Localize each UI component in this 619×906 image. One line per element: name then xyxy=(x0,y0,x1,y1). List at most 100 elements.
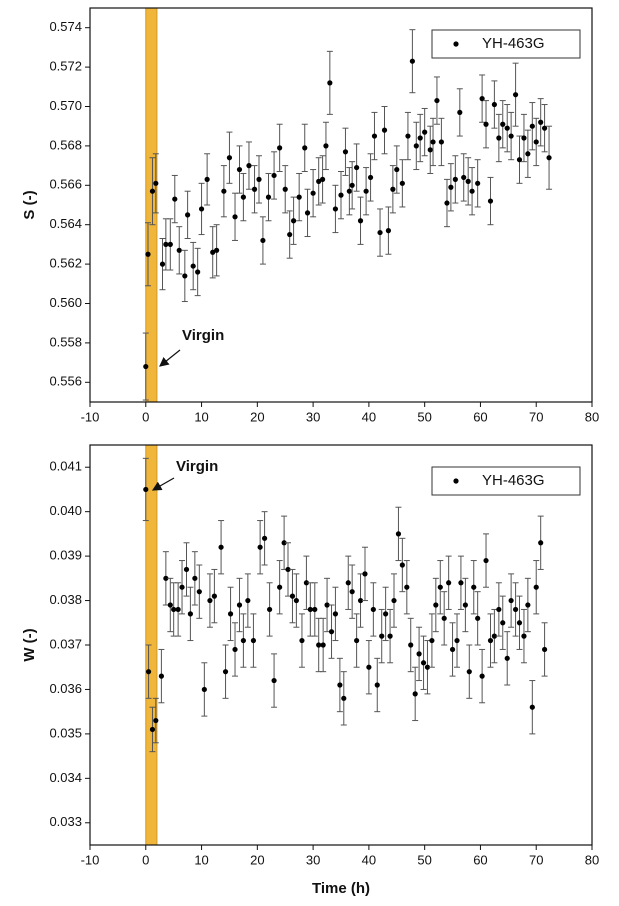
data-point xyxy=(533,139,539,145)
data-point xyxy=(271,677,277,684)
highlight-band xyxy=(145,7,158,403)
data-point xyxy=(198,206,205,212)
data-point xyxy=(461,174,467,181)
data-point xyxy=(227,611,234,617)
data-point xyxy=(479,673,485,679)
data-point xyxy=(377,229,383,236)
data-point xyxy=(192,575,198,581)
data-point xyxy=(491,101,497,108)
y-tick-label: 0.566 xyxy=(49,177,82,192)
data-point xyxy=(457,109,463,116)
x-tick-label: 20 xyxy=(250,409,264,424)
data-point xyxy=(541,125,548,131)
x-tick-label: -10 xyxy=(81,409,100,424)
data-point xyxy=(163,575,169,581)
y-tick-label: 0.568 xyxy=(49,137,82,152)
data-point xyxy=(512,606,519,613)
data-point xyxy=(289,593,296,599)
data-point xyxy=(504,125,510,131)
data-point xyxy=(504,655,510,661)
data-point xyxy=(182,273,188,279)
data-point xyxy=(316,178,322,184)
data-point xyxy=(357,597,364,604)
y-tick-label: 0.558 xyxy=(49,334,82,349)
data-point xyxy=(483,557,489,564)
data-point xyxy=(287,231,293,238)
x-tick-label: 30 xyxy=(306,409,320,424)
data-point xyxy=(444,200,450,206)
annotation-arrow xyxy=(159,349,181,367)
data-point xyxy=(277,584,283,590)
data-point xyxy=(307,606,313,613)
data-point xyxy=(437,584,443,590)
data-point xyxy=(508,133,514,139)
data-point xyxy=(185,212,191,218)
data-point xyxy=(449,646,456,653)
y-tick-label: 0.564 xyxy=(49,216,82,231)
data-point xyxy=(422,129,428,135)
x-axis-title: Time (h) xyxy=(312,880,370,897)
data-point xyxy=(363,188,369,194)
data-point xyxy=(395,531,402,537)
data-point xyxy=(420,660,427,666)
data-point xyxy=(195,269,201,275)
data-point xyxy=(183,566,190,573)
data-point xyxy=(454,637,460,644)
data-point xyxy=(328,629,335,635)
y-axis-title: W (-) xyxy=(21,628,38,661)
x-tick-label: 0 xyxy=(142,852,149,867)
data-point xyxy=(346,188,352,194)
x-tick-label: 80 xyxy=(585,409,599,424)
data-point xyxy=(149,726,156,733)
x-tick-label: 50 xyxy=(417,409,431,424)
annotation-arrow xyxy=(151,477,175,491)
x-tick-label: 40 xyxy=(362,852,376,867)
legend-label: YH-463G xyxy=(482,35,545,52)
data-point xyxy=(316,642,322,648)
data-point xyxy=(236,602,243,608)
data-point xyxy=(211,593,217,599)
data-point xyxy=(293,597,299,604)
annotation: Virgin xyxy=(176,458,218,475)
data-point xyxy=(222,669,229,675)
data-point xyxy=(236,166,243,173)
data-point xyxy=(324,602,330,608)
data-point xyxy=(299,637,305,644)
data-point xyxy=(312,606,318,613)
data-point xyxy=(149,188,156,194)
y-axis-title: S (-) xyxy=(21,190,38,219)
x-tick-label: 10 xyxy=(194,852,208,867)
data-point xyxy=(383,611,389,617)
data-point xyxy=(516,620,523,626)
data-point xyxy=(362,571,368,577)
data-point xyxy=(232,214,238,220)
data-point xyxy=(413,143,419,149)
data-point xyxy=(446,580,452,586)
y-tick-label: 0.034 xyxy=(49,770,82,785)
data-point xyxy=(218,544,224,550)
data-point xyxy=(438,139,444,145)
data-point xyxy=(529,123,535,129)
data-point xyxy=(281,540,287,546)
data-point xyxy=(529,704,535,710)
data-point xyxy=(521,135,527,141)
data-point xyxy=(487,198,494,204)
data-point xyxy=(327,80,333,86)
data-point xyxy=(379,633,385,639)
legend-marker xyxy=(453,478,459,484)
data-point xyxy=(210,249,216,255)
x-tick-label: 20 xyxy=(250,852,264,867)
data-point xyxy=(341,695,347,701)
y-tick-label: 0.572 xyxy=(49,59,82,74)
y-tick-label: 0.037 xyxy=(49,636,82,651)
data-point xyxy=(387,633,393,639)
data-point xyxy=(367,174,374,181)
data-point xyxy=(267,606,273,613)
data-point xyxy=(434,97,440,104)
data-point xyxy=(179,584,185,590)
data-point xyxy=(251,186,258,192)
data-point xyxy=(310,190,316,196)
data-point xyxy=(158,673,164,679)
data-point xyxy=(416,651,422,657)
data-point xyxy=(496,135,502,141)
